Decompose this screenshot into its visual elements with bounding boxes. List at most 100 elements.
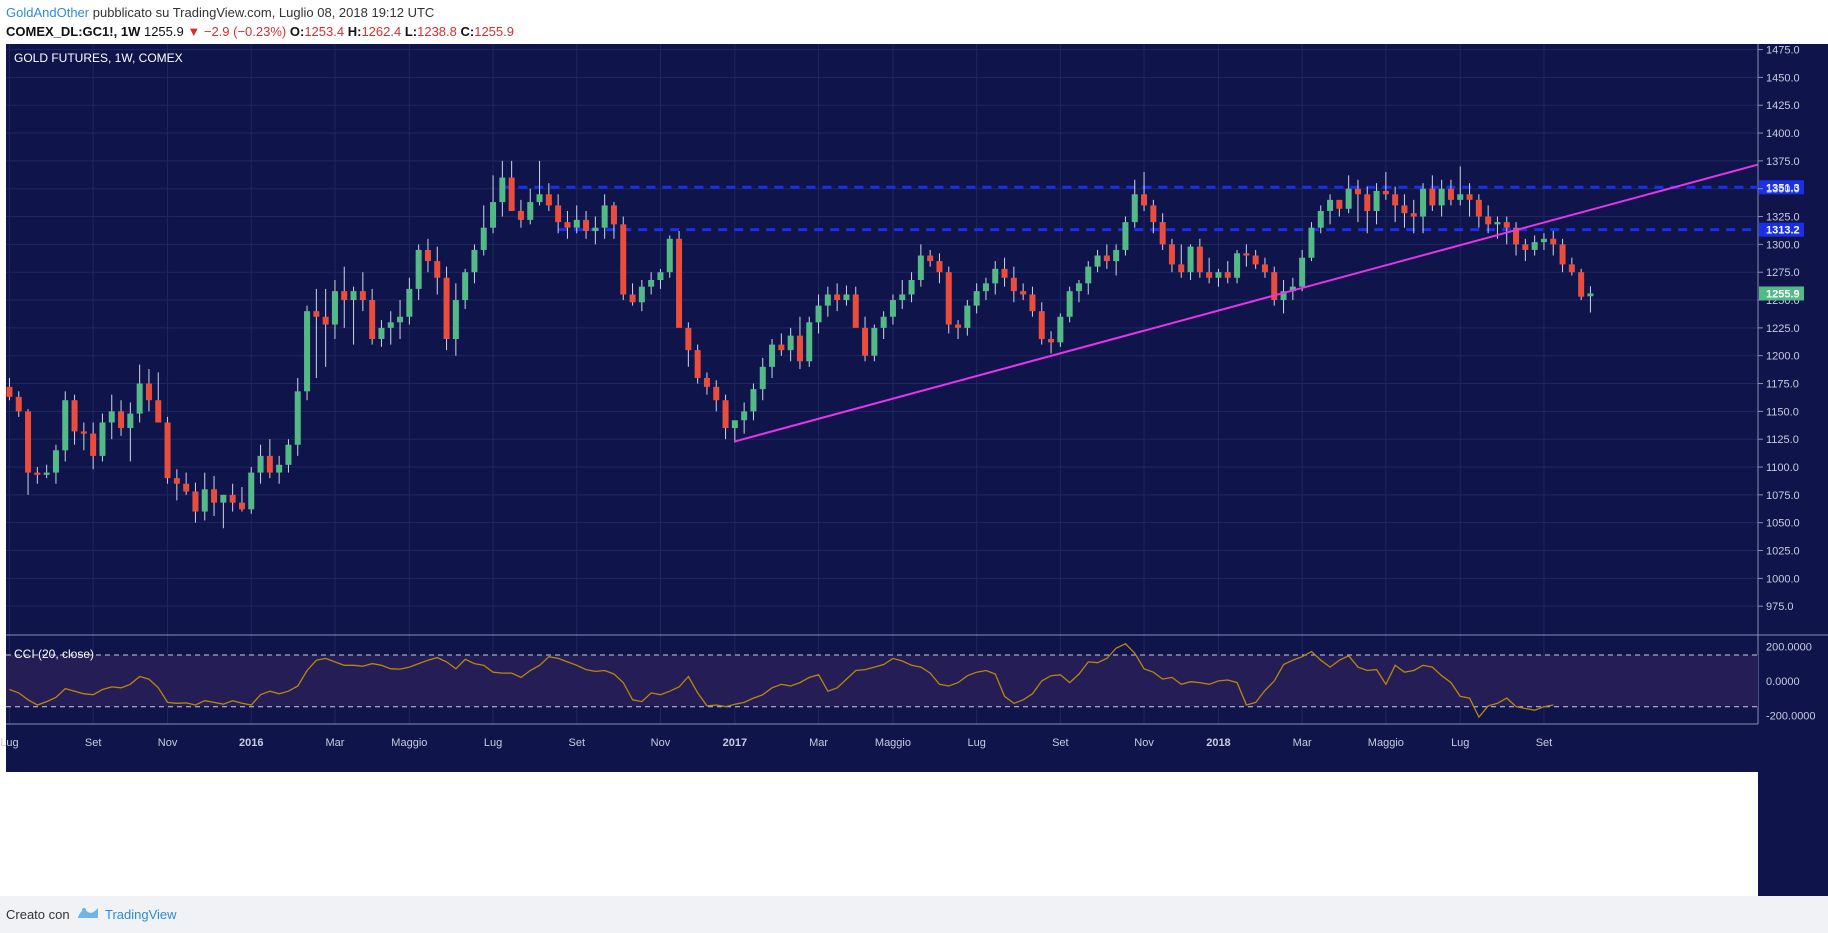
- candle-body: [1317, 210, 1324, 228]
- candle-body: [1336, 199, 1343, 209]
- x-tick-label: 2016: [239, 737, 263, 749]
- resistance-badge: [1759, 180, 1804, 195]
- y-tick-label: 1025.0: [1766, 546, 1800, 558]
- candle-body: [1234, 253, 1241, 278]
- x-tick-label: Mar: [809, 737, 828, 749]
- candle-body: [369, 300, 376, 339]
- x-tick-label: Maggio: [1368, 737, 1404, 749]
- low-label: L:: [404, 24, 418, 39]
- x-tick-label: Lug: [1451, 737, 1469, 749]
- candle-body: [750, 389, 757, 412]
- candle-body: [629, 294, 636, 303]
- candle-series: [6, 160, 1594, 529]
- candle-body: [1587, 293, 1594, 297]
- candle-body: [908, 280, 915, 295]
- candle-body: [1438, 188, 1445, 206]
- high-value: 1262.4: [361, 24, 402, 39]
- high-label: H:: [347, 24, 362, 39]
- candle-body: [108, 411, 115, 423]
- candle-body: [313, 311, 320, 317]
- candle-body: [434, 261, 441, 278]
- candle-body: [1243, 253, 1250, 256]
- candle-body: [638, 286, 645, 303]
- candle-body: [573, 219, 580, 228]
- y-tick-label: 1375.0: [1766, 156, 1800, 168]
- candle-body: [71, 400, 78, 432]
- candle-body: [852, 294, 859, 328]
- price-change: −2.9 (−0.23%): [203, 24, 287, 39]
- cci-panel: 200.0000 0.0000 -200.0000: [6, 641, 1816, 722]
- candle-body: [1206, 272, 1213, 278]
- y-tick-label: 1325.0: [1766, 212, 1800, 224]
- candle-body: [480, 227, 487, 250]
- tradingview-link[interactable]: TradingView: [105, 907, 177, 922]
- candle-body: [1392, 194, 1399, 206]
- candle-body: [555, 205, 562, 223]
- candle-body: [1354, 188, 1361, 195]
- x-tick-label: Mar: [325, 737, 344, 749]
- candle-body: [927, 255, 934, 262]
- candle-body: [862, 327, 869, 356]
- candle-body: [620, 224, 627, 295]
- candle-body: [1038, 311, 1045, 339]
- candle-body: [1457, 194, 1464, 200]
- candle-body: [1215, 272, 1222, 278]
- candle-body: [1057, 316, 1064, 343]
- candle-body: [406, 288, 413, 317]
- candle-body: [173, 478, 180, 484]
- y-tick-label: 1000.0: [1766, 573, 1800, 585]
- x-tick-label: Lug: [967, 737, 985, 749]
- x-tick-label: Set: [1536, 737, 1553, 749]
- candle-body: [136, 383, 143, 414]
- candle-body: [982, 283, 989, 292]
- footer: Creato con TradingView: [0, 896, 1828, 933]
- candle-body: [452, 300, 459, 339]
- candle-body: [936, 261, 943, 273]
- candle-body: [1196, 246, 1203, 273]
- candle-body: [610, 205, 617, 225]
- candle-body: [378, 327, 385, 339]
- candle-body: [834, 294, 841, 301]
- candle-body: [350, 291, 357, 301]
- candle-body: [294, 391, 301, 445]
- candle-body: [759, 366, 766, 390]
- price-chart[interactable]: 1351.3 1313.2 200.0000 0.0000 -200.0000 975…: [0, 44, 1828, 896]
- candle-body: [1150, 205, 1157, 223]
- candle-body: [1224, 272, 1231, 278]
- y-tick-label: 1275.0: [1766, 267, 1800, 279]
- candle-body: [1559, 244, 1566, 265]
- candle-body: [192, 491, 199, 512]
- candle-body: [499, 177, 506, 203]
- candle-body: [15, 396, 22, 412]
- close-value: 1255.9: [474, 24, 514, 39]
- candle-body: [508, 177, 515, 211]
- candle-body: [1503, 222, 1510, 228]
- candle-body: [201, 489, 208, 512]
- x-tick-label: Maggio: [391, 737, 427, 749]
- candle-body: [1141, 194, 1148, 206]
- candle-body: [276, 464, 283, 473]
- candle-body: [1420, 188, 1427, 217]
- created-with-text: Creato con: [6, 907, 70, 922]
- candle-body: [964, 305, 971, 328]
- candle-body: [583, 219, 590, 232]
- publish-info: GoldAndOther pubblicato su TradingView.c…: [6, 5, 434, 20]
- candle-body: [1280, 291, 1287, 301]
- candle-body: [1475, 199, 1482, 217]
- y-tick-label: 1300.0: [1766, 239, 1800, 251]
- candle-body: [815, 305, 822, 323]
- y-tick-label: 1100.0: [1766, 462, 1799, 474]
- tradingview-logo-icon[interactable]: [76, 904, 100, 923]
- candle-body: [1271, 272, 1278, 301]
- candle-body: [1308, 227, 1315, 258]
- resistance-label: 1313.2: [1766, 225, 1800, 237]
- candle-body: [769, 344, 776, 367]
- candle-body: [1289, 286, 1296, 292]
- x-tick-label: 2018: [1206, 737, 1230, 749]
- y-tick-label: 1225.0: [1766, 323, 1800, 335]
- author-link[interactable]: GoldAndOther: [6, 5, 90, 20]
- candle-body: [545, 194, 552, 206]
- candle-body: [25, 411, 32, 473]
- candle-body: [1075, 283, 1082, 292]
- candle-body: [424, 249, 431, 262]
